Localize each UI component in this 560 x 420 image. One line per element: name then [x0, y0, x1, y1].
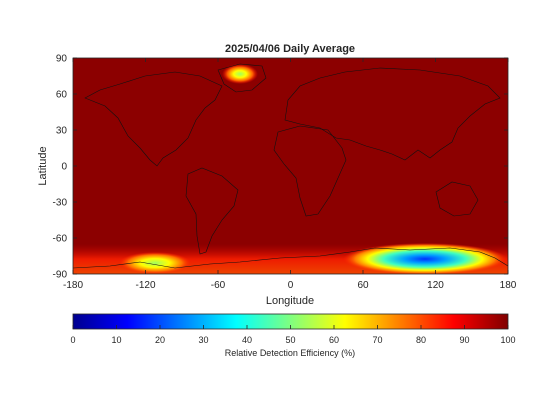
- colorbar-label: Relative Detection Efficiency (%): [225, 348, 355, 358]
- coastline-africa: [273, 125, 347, 217]
- colorbar-tick-label: 30: [198, 335, 208, 345]
- y-tick-label: 30: [56, 126, 68, 137]
- y-tick-label: -60: [53, 234, 68, 245]
- colorbar-tick-label: 40: [242, 335, 252, 345]
- x-axis-label: Longitude: [266, 295, 314, 307]
- coastline-antarctica: [73, 247, 508, 269]
- x-tick-label: -120: [135, 280, 155, 291]
- y-tick-label: 90: [56, 54, 68, 65]
- heatmap-plot-area: [73, 58, 508, 274]
- coastline-greenland: [217, 63, 267, 93]
- y-tick-label: 60: [56, 90, 68, 101]
- colorbar-tick-label: 60: [329, 335, 339, 345]
- coastline-europe-asia: [284, 67, 501, 161]
- y-axis-label: Latitude: [37, 146, 49, 185]
- coastline-australia: [435, 181, 479, 217]
- colorbar-tick-label: 80: [416, 335, 426, 345]
- coastline-south-america: [185, 167, 239, 255]
- x-tick-label: 120: [427, 280, 444, 291]
- y-tick-label: -90: [53, 270, 68, 281]
- x-tick-label: 60: [357, 280, 369, 291]
- x-tick-label: 0: [288, 280, 294, 291]
- greenland-low-efficiency-region: [222, 64, 258, 84]
- colorbar-tick-label: 0: [70, 335, 75, 345]
- colorbar-tick-label: 10: [111, 335, 121, 345]
- x-tick-label: -180: [63, 280, 83, 291]
- west-antarctica-low-efficiency-region: [119, 252, 191, 274]
- colorbar-tick-label: 20: [155, 335, 165, 345]
- colorbar-tick-label: 100: [500, 335, 515, 345]
- colorbar-tick-label: 50: [285, 335, 295, 345]
- colorbar-tick-label: 90: [459, 335, 469, 345]
- y-tick-label: 0: [61, 162, 67, 173]
- chart-title: 2025/04/06 Daily Average: [225, 43, 355, 55]
- axes: -180 -120 -60 0 60 120 180 90 60 30 0 -30 -60 -90: [53, 54, 517, 292]
- colorbar-tick-label: 70: [372, 335, 382, 345]
- east-antarctica-low-efficiency-region: [343, 243, 507, 274]
- colorbar-ticks: 0 10 20 30 40 50 60 70 80 90 100: [70, 325, 516, 345]
- y-tick-label: -30: [53, 198, 68, 209]
- x-tick-label: 180: [500, 280, 517, 291]
- x-tick-label: -60: [211, 280, 226, 291]
- coastline-north-america: [84, 71, 223, 167]
- heatmap-background: [73, 58, 508, 274]
